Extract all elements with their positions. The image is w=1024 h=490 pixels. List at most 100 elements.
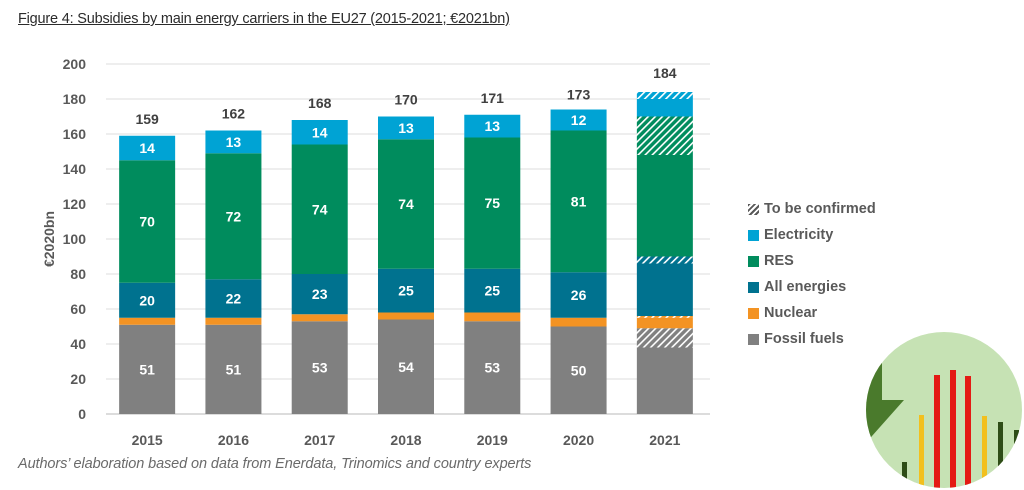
bar-segment-fossil-fuels: [291, 321, 348, 414]
y-tick-label: 20: [70, 371, 86, 387]
y-axis-ticks: 0 20 40 60 80 100 120 140 160 180 200: [63, 56, 87, 422]
y-tick-label: 0: [78, 406, 86, 422]
electricity-swatch-icon: [748, 229, 759, 241]
segment-value-label: 13: [484, 118, 500, 134]
bar-segment-nuclear: [636, 317, 693, 329]
legend-label: Fossil fuels: [764, 331, 844, 347]
bar-segment-fossil-fuels: [119, 324, 176, 414]
legend-label: To be confirmed: [764, 201, 876, 217]
y-tick-label: 100: [63, 231, 87, 247]
bar-segment-fossil-fuels: [205, 324, 262, 414]
bar-segment-fossil-fuels: [550, 326, 607, 414]
segment-value-label: 13: [226, 134, 242, 150]
res-swatch-icon: [748, 255, 759, 267]
x-tick-label: 2017: [304, 432, 335, 448]
bar-segment-nuclear: [119, 317, 176, 325]
legend-label: All energies: [764, 279, 847, 295]
y-tick-label: 80: [70, 266, 86, 282]
total-value-label: 184: [653, 65, 677, 81]
bar-segment-res: [205, 153, 262, 280]
segment-value-label: 22: [226, 291, 242, 307]
segment-value-label: 75: [484, 195, 500, 211]
bar-segment-fossil-fuels: [378, 319, 434, 414]
segment-value-label: 81: [571, 193, 587, 209]
segment-value-label: 23: [312, 286, 328, 302]
bar-segment-electricity: [464, 114, 521, 138]
bar-segment-res: [119, 160, 176, 283]
bar-segment-all-energies: [119, 282, 176, 318]
chart-legend: To be confirmed Electricity RES All ener…: [748, 196, 876, 352]
bar-segment-to-be-confirmed-fossil-fuels: [636, 328, 693, 348]
legend-label: Electricity: [764, 227, 834, 243]
bar-segment-fossil-fuels: [464, 321, 521, 414]
y-tick-label: 200: [63, 56, 87, 72]
bar-segment-to-be-confirmed-all-energies: [636, 256, 693, 264]
bar-segment-electricity: [291, 120, 348, 145]
bar-segment-nuclear: [550, 317, 607, 327]
bar-segment-to-be-confirmed-electricity: [636, 92, 693, 99]
segment-value-label: 74: [398, 196, 414, 212]
bar-segment-all-energies: [636, 263, 693, 316]
y-tick-label: 140: [63, 161, 87, 177]
y-axis-label: €2020bn: [41, 211, 57, 267]
y-tick-label: 60: [70, 301, 86, 317]
bar-segment-electricity: [636, 99, 693, 117]
bar-segment-to-be-confirmed-res: [636, 116, 693, 155]
x-axis-ticks: 2015 2016 2017 2018 2019 2020 2021: [132, 432, 681, 448]
legend-item-electricity: Electricity: [748, 222, 876, 248]
bar-segment-electricity: [378, 116, 434, 140]
y-tick-label: 120: [63, 196, 87, 212]
legend-label: RES: [764, 253, 794, 269]
segment-value-label: 54: [398, 359, 414, 375]
figure-title: Figure 4: Subsidies by main energy carri…: [18, 11, 510, 27]
bar-segment-nuclear: [205, 317, 262, 325]
legend-label: Nuclear: [764, 305, 818, 321]
legend-item-to-be-confirmed: To be confirmed: [748, 196, 876, 222]
segment-value-label: 53: [484, 360, 500, 376]
nuclear-swatch-icon: [748, 307, 759, 319]
segment-value-label: 72: [226, 208, 242, 224]
segment-value-label: 14: [312, 124, 328, 140]
segment-value-label: 51: [139, 361, 155, 377]
legend-item-res: RES: [748, 248, 876, 274]
total-value-label: 170: [394, 92, 418, 108]
bar-segment-nuclear: [464, 312, 521, 322]
bar-segment-res: [550, 130, 607, 273]
segment-value-label: 74: [312, 201, 328, 217]
total-value-label: 159: [135, 111, 159, 127]
bar-segment-fossil-fuels: [636, 347, 693, 414]
x-tick-label: 2021: [649, 432, 680, 448]
total-value-label: 171: [481, 90, 505, 106]
bar-segment-res: [378, 139, 434, 269]
legend-item-all-energies: All energies: [748, 274, 876, 300]
segment-value-label: 12: [571, 112, 587, 128]
bar-segment-electricity: [205, 130, 262, 154]
y-tick-label: 40: [70, 336, 86, 352]
total-value-label: 168: [308, 95, 332, 111]
x-tick-label: 2016: [218, 432, 249, 448]
all-energies-swatch-icon: [748, 281, 759, 293]
y-tick-label: 160: [63, 126, 87, 142]
segment-value-label: 70: [139, 214, 155, 230]
energy-bars-logo-icon: [866, 332, 1022, 488]
bar-segment-res: [291, 144, 348, 274]
bar-segment-all-energies: [291, 274, 348, 315]
x-tick-label: 2020: [563, 432, 594, 448]
x-tick-label: 2019: [477, 432, 508, 448]
bar-segment-all-energies: [550, 272, 607, 318]
bar-segment-electricity: [119, 135, 176, 161]
bar-segment-electricity: [550, 109, 607, 131]
bars: 51 20 70 14 51 22 72 13 53 23 74 14 54 25 74 13 53 25 75 13…: [119, 92, 693, 414]
bar-segment-all-energies: [378, 268, 434, 313]
bar-segment-res: [636, 155, 693, 257]
x-tick-label: 2015: [132, 432, 163, 448]
bar-segment-nuclear: [291, 314, 348, 322]
segment-value-label: 51: [226, 361, 242, 377]
segment-value-label: 26: [571, 287, 587, 303]
segment-value-label: 20: [139, 292, 155, 308]
bar-segment-nuclear: [378, 312, 434, 320]
segment-value-label: 25: [484, 283, 500, 299]
segment-value-label: 14: [139, 140, 155, 156]
y-tick-label: 180: [63, 91, 87, 107]
